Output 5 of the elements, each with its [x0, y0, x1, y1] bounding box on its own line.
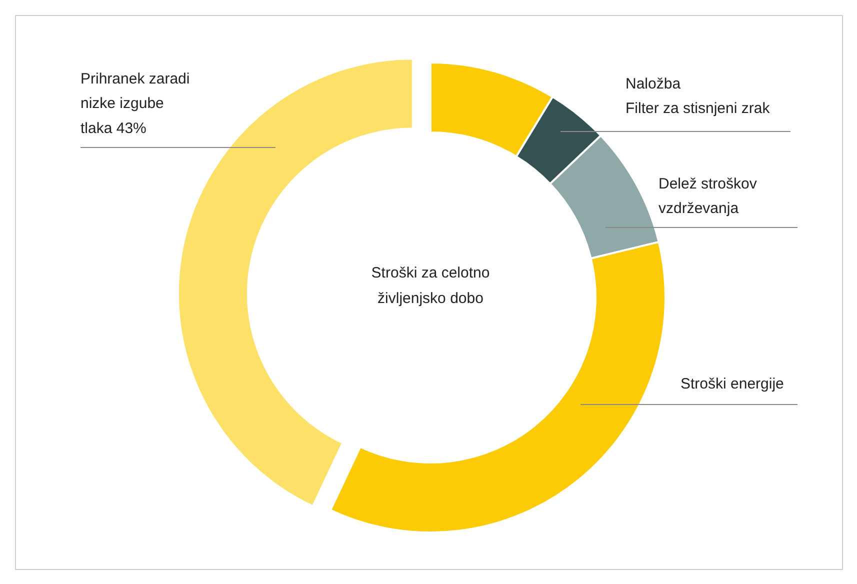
slice-label: Prihranek zaradi nizke izgube tlaka 43% — [80, 70, 190, 137]
text: Stroški za celotno življenjsko dobo — [371, 264, 490, 307]
slice-label: Stroški energije — [680, 376, 784, 392]
slice-label: Naložba Filter za stisnjeni zrak — [626, 76, 770, 118]
slice-label: Delež stroškov vzdrževanja — [658, 176, 758, 218]
